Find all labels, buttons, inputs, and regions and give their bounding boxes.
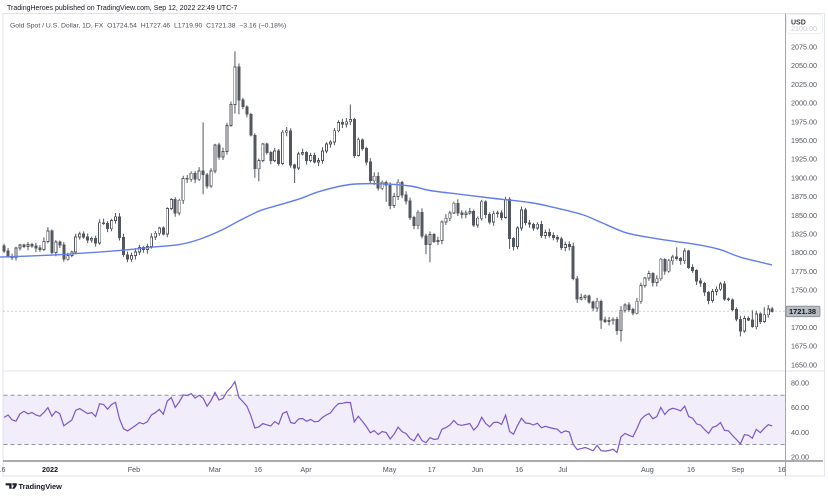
svg-text:1850.00: 1850.00 [791, 211, 817, 220]
svg-text:2000.00: 2000.00 [791, 99, 817, 108]
svg-text:Feb: Feb [128, 465, 140, 474]
svg-text:17: 17 [428, 465, 436, 474]
svg-text:1900.00: 1900.00 [791, 173, 817, 182]
svg-text:60.00: 60.00 [791, 403, 809, 412]
svg-text:TradingHeroes published on Tra: TradingHeroes published on TradingView.c… [7, 5, 237, 12]
svg-text:1721.38: 1721.38 [789, 307, 816, 316]
svg-text:16: 16 [0, 465, 6, 474]
svg-text:1650.00: 1650.00 [791, 360, 817, 369]
svg-text:May: May [383, 465, 397, 474]
svg-text:1950.00: 1950.00 [791, 136, 817, 145]
svg-text:USD: USD [791, 19, 806, 26]
svg-text:Gold Spot / U.S. Dollar, 1D, F: Gold Spot / U.S. Dollar, 1D, FX O1724.54… [10, 22, 286, 29]
svg-text:Sep: Sep [732, 465, 745, 474]
svg-text:16: 16 [687, 465, 695, 474]
svg-text:1925.00: 1925.00 [791, 155, 817, 164]
svg-text:1750.00: 1750.00 [791, 286, 817, 295]
svg-text:1875.00: 1875.00 [791, 192, 817, 201]
svg-text:1675.00: 1675.00 [791, 342, 817, 351]
svg-text:1800.00: 1800.00 [791, 248, 817, 257]
svg-text:16: 16 [254, 465, 262, 474]
svg-text:Apr: Apr [300, 465, 312, 474]
svg-text:16: 16 [778, 465, 786, 474]
svg-text:2075.00: 2075.00 [791, 43, 817, 52]
svg-text:1975.00: 1975.00 [791, 117, 817, 126]
svg-text:1775.00: 1775.00 [791, 267, 817, 276]
svg-text:16: 16 [515, 465, 523, 474]
svg-text:TradingView: TradingView [19, 482, 63, 491]
svg-text:Jun: Jun [472, 465, 484, 474]
svg-text:2100.00: 2100.00 [791, 24, 817, 33]
svg-text:2022: 2022 [42, 465, 58, 474]
svg-text:Jul: Jul [558, 465, 568, 474]
svg-text:40.00: 40.00 [791, 428, 809, 437]
svg-text:Aug: Aug [641, 465, 654, 474]
svg-text:1825.00: 1825.00 [791, 230, 817, 239]
svg-text:1700.00: 1700.00 [791, 323, 817, 332]
svg-text:2025.00: 2025.00 [791, 80, 817, 89]
svg-text:2050.00: 2050.00 [791, 61, 817, 70]
svg-text:20.00: 20.00 [791, 452, 809, 461]
svg-text:80.00: 80.00 [791, 379, 809, 388]
svg-text:Mar: Mar [209, 465, 222, 474]
